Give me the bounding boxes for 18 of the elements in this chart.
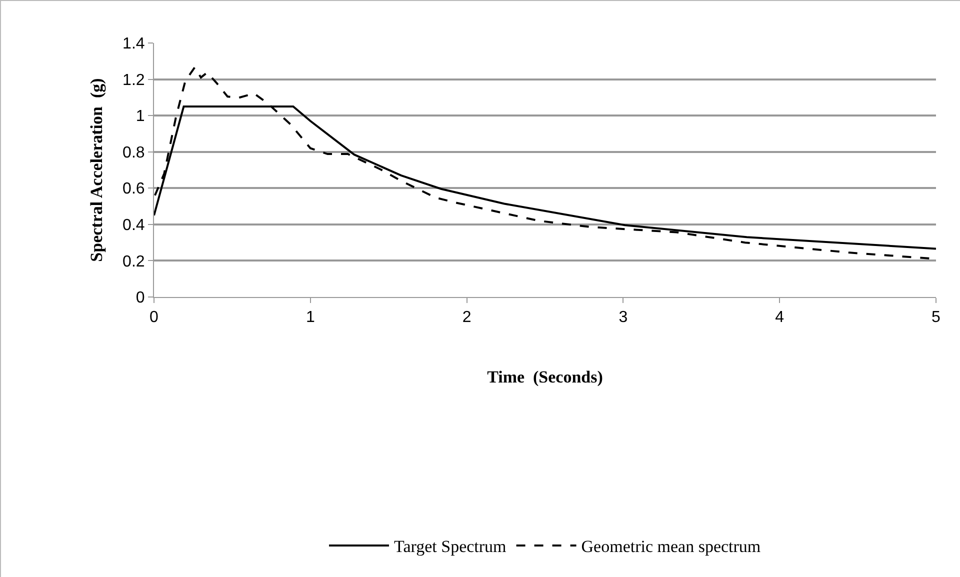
legend-label: Geometric mean spectrum (581, 537, 761, 556)
y-tick-label: 0.4 (122, 217, 145, 234)
x-axis-title: Time (Seconds) (487, 368, 603, 387)
x-tick-label: 4 (775, 309, 784, 326)
x-tick-label: 0 (150, 309, 159, 326)
x-tick-label: 5 (932, 309, 941, 326)
y-tick-label: 0 (136, 290, 145, 307)
y-tick-label: 0.2 (122, 253, 145, 270)
y-tick-label: 1 (136, 108, 145, 126)
legend-label: Target Spectrum (394, 537, 506, 556)
x-tick-label: 3 (618, 309, 628, 326)
y-tick-label: 1.2 (122, 72, 145, 89)
x-tick-label: 1 (306, 309, 315, 326)
x-tick-label: 2 (462, 309, 472, 326)
y-tick-label: 1.4 (122, 36, 145, 53)
y-tick-label: 0.6 (122, 180, 145, 198)
y-axis-title: Spectral Acceleration (g) (87, 78, 106, 262)
y-tick-label: 0.8 (122, 144, 145, 162)
